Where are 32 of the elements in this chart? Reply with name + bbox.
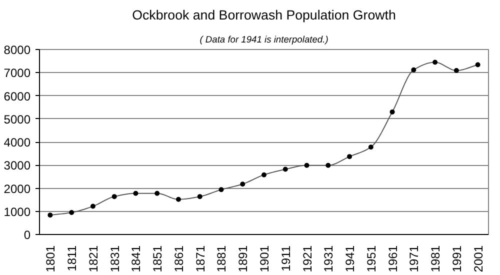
x-tick-label: 1921	[300, 245, 314, 272]
x-tick-label: 1831	[108, 245, 122, 272]
x-tick-label: 1801	[44, 245, 58, 272]
x-tick-label: 1931	[322, 245, 336, 272]
x-tick-label: 1951	[364, 245, 378, 272]
y-tick-label: 7000	[4, 66, 31, 80]
y-tick-label: 3000	[4, 158, 31, 173]
x-tick-label: 1811	[65, 245, 80, 272]
x-tick-label: 1821	[86, 245, 100, 272]
y-tick-label: 0	[24, 228, 31, 242]
x-tick-label: 1861	[172, 245, 186, 272]
x-tick-label: 1961	[386, 245, 400, 272]
x-tick-label: 1901	[258, 245, 272, 272]
x-tick-label: 1851	[150, 245, 165, 272]
y-tick-label: 1000	[4, 204, 31, 219]
x-tick-label: 1971	[407, 245, 422, 272]
x-tick-label: 1891	[236, 245, 250, 272]
x-tick-label: 2001	[471, 245, 486, 272]
y-tick-label: 4000	[4, 136, 31, 150]
x-tick-label: 1991	[450, 245, 464, 272]
y-tick-label: 6000	[4, 89, 31, 104]
x-tick-label: 1911	[278, 245, 293, 272]
chart-subtitle: ( Data for 1941 is interpolated.)	[200, 34, 328, 44]
x-tick-label: 1881	[214, 245, 229, 272]
x-tick-label: 1841	[129, 245, 144, 272]
x-tick-label: 1871	[193, 245, 208, 272]
y-tick-label: 2000	[4, 182, 31, 196]
x-tick-label: 1981	[428, 245, 443, 272]
y-tick-label: 8000	[4, 43, 31, 57]
chart-title: Ockbrook and Borrowash Population Growth	[132, 8, 396, 22]
y-tick-label: 5000	[4, 112, 31, 126]
x-tick-label: 1941	[343, 245, 358, 272]
